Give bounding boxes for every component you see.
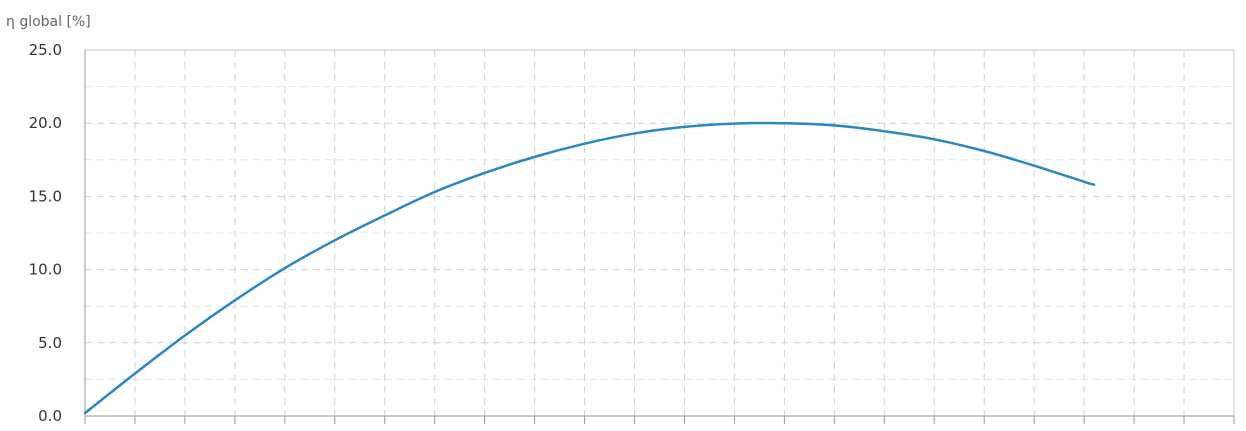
y-tick-label: 25.0 — [29, 41, 62, 59]
y-tick-label: 10.0 — [29, 261, 62, 279]
y-axis-title: η global [%] — [6, 14, 91, 30]
y-tick-label: 15.0 — [29, 187, 62, 205]
y-tick-label: 20.0 — [29, 114, 62, 132]
y-tick-label: 0.0 — [38, 407, 62, 425]
grid — [85, 50, 1234, 416]
y-tick-labels: 0.0 5.0 10.0 15.0 20.0 25.0 — [29, 41, 62, 425]
y-tick-label: 5.0 — [38, 334, 62, 352]
series-group — [83, 121, 1096, 415]
efficiency-series-line — [83, 121, 1096, 415]
axes — [84, 50, 1235, 424]
